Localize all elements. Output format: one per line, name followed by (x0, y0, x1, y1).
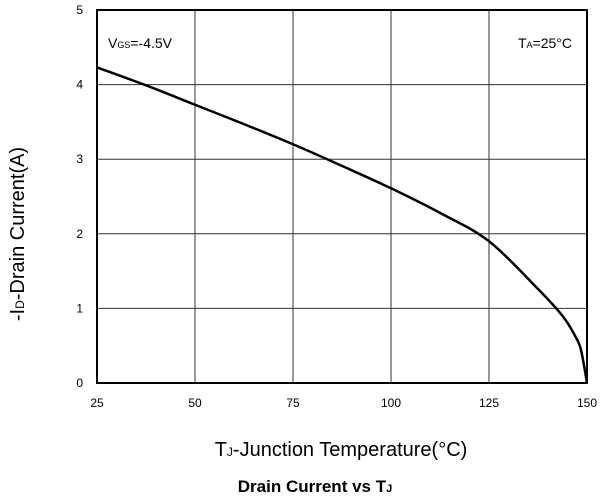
y-tick-label: 0 (76, 376, 83, 390)
y-tick-label: 3 (76, 152, 83, 166)
x-tick-label: 150 (577, 396, 597, 410)
y-tick-label: 4 (76, 78, 83, 92)
x-tick-labels: 25 50 75 100 125 150 (90, 396, 597, 410)
y-tick-label: 5 (76, 3, 83, 17)
y-tick-labels: 0 1 2 3 4 5 (76, 3, 83, 390)
plot-frame (96, 9, 588, 384)
chart-title: Drain Current vs TJ (238, 477, 392, 496)
x-tick-label: 125 (479, 396, 499, 410)
grid-lines (96, 9, 588, 384)
series-line (96, 66, 589, 384)
x-tick-label: 100 (381, 396, 401, 410)
annotation-ta: TA=25°C (518, 35, 572, 51)
y-tick-label: 2 (76, 227, 83, 241)
x-tick-label: 75 (286, 396, 300, 410)
annotation-vgs: VGS=-4.5V (108, 35, 173, 51)
y-axis-label: -ID-Drain Current(A) (7, 147, 29, 321)
y-tick-label: 1 (76, 301, 83, 315)
x-tick-label: 25 (90, 396, 104, 410)
x-axis-label: TJ-Junction Temperature(°C) (215, 439, 468, 461)
x-tick-label: 50 (188, 396, 202, 410)
